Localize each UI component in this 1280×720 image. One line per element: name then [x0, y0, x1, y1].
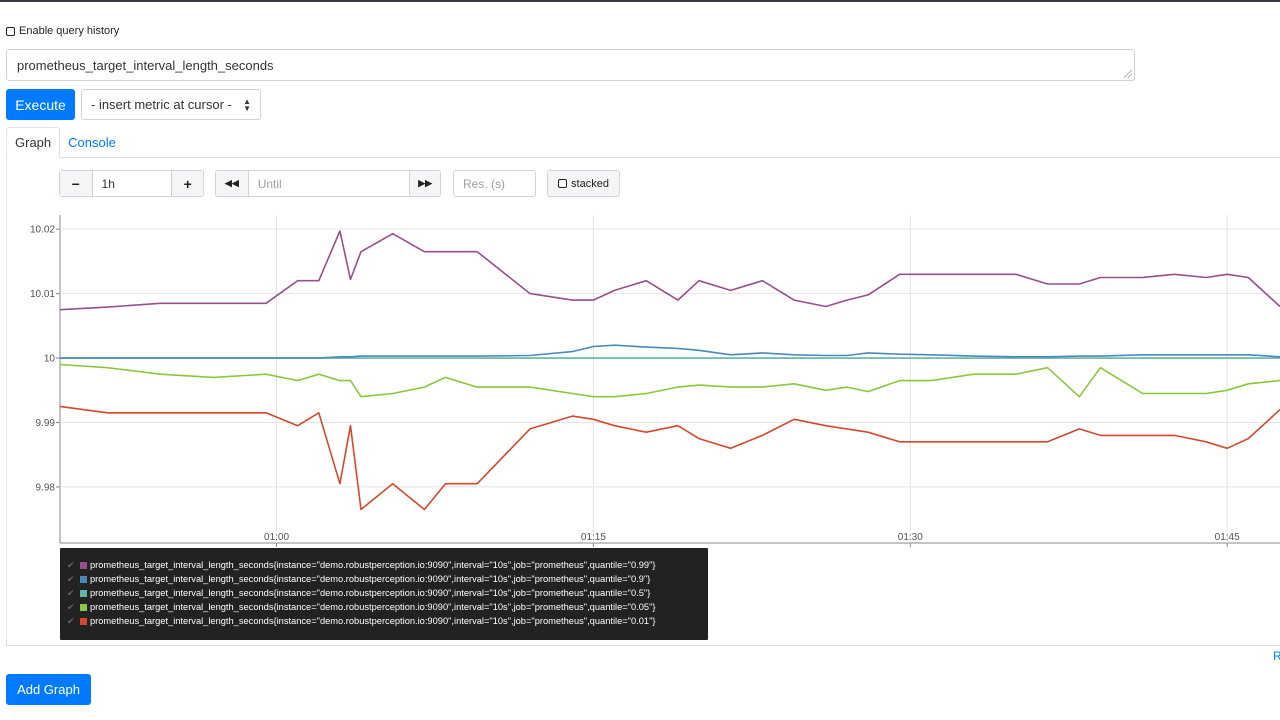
stacked-toggle-button[interactable]: stacked: [547, 170, 620, 197]
query-history-toggle[interactable]: Enable query history: [6, 25, 119, 37]
tab-graph[interactable]: Graph: [6, 127, 61, 158]
fast-forward-icon[interactable]: ▶▶: [409, 171, 440, 196]
line-chart: 9.98 9.99 10 10.01 10.02 01:00 01:15 01:30 01:4…: [30, 215, 1280, 547]
insert-metric-select[interactable]: - insert metric at cursor - ▲ ▼: [81, 89, 261, 120]
range-input[interactable]: 1h: [91, 171, 172, 196]
check-icon: ✔: [67, 573, 75, 584]
top-bar: [0, 0, 1280, 2]
remove-graph-link[interactable]: R: [1273, 649, 1280, 663]
range-input-group: − 1h +: [59, 170, 204, 197]
insert-metric-label: - insert metric at cursor -: [91, 97, 232, 112]
range-minus-button[interactable]: −: [60, 171, 92, 196]
series-line-0[interactable]: [59, 230, 1280, 311]
legend-label: prometheus_target_interval_length_second…: [90, 560, 656, 570]
legend-item-q001[interactable]: ✔ prometheus_target_interval_length_seco…: [60, 614, 708, 628]
x-tick-label: 01:00: [264, 532, 289, 543]
y-tick-label: 9.98: [36, 482, 56, 493]
legend-item-q09[interactable]: ✔ prometheus_target_interval_length_seco…: [60, 572, 708, 586]
legend-item-q099[interactable]: ✔ prometheus_target_interval_length_seco…: [60, 558, 708, 572]
legend-swatch: [80, 603, 87, 611]
check-icon: ✔: [67, 615, 75, 626]
legend-swatch: [80, 617, 87, 625]
query-history-label: Enable query history: [19, 25, 120, 37]
x-tick-label: 01:30: [898, 532, 923, 543]
legend-label: prometheus_target_interval_length_second…: [90, 588, 651, 598]
resolution-input[interactable]: Res. (s): [453, 170, 536, 197]
resolution-placeholder: Res. (s): [463, 176, 505, 191]
check-icon: ✔: [67, 559, 75, 570]
end-time-input-group: ◀◀ Until ▶▶: [215, 170, 441, 197]
legend-label: prometheus_target_interval_length_second…: [90, 574, 651, 584]
y-tick-label: 10: [44, 354, 56, 365]
legend-item-q005[interactable]: ✔ prometheus_target_interval_length_seco…: [60, 600, 708, 614]
chart-legend: ✔ prometheus_target_interval_length_seco…: [60, 548, 708, 640]
x-tick-label: 01:15: [581, 532, 606, 543]
query-history-checkbox[interactable]: [6, 26, 15, 36]
expression-value: prometheus_target_interval_length_second…: [17, 58, 274, 73]
check-icon: ✔: [67, 587, 75, 598]
stacked-label: stacked: [571, 177, 609, 190]
tab-console[interactable]: Console: [68, 135, 116, 150]
legend-label: prometheus_target_interval_length_second…: [90, 602, 656, 612]
add-graph-button[interactable]: Add Graph: [6, 674, 91, 705]
legend-swatch: [80, 561, 87, 569]
stacked-checkbox: [558, 179, 568, 188]
series-line-1[interactable]: [60, 344, 1280, 359]
legend-swatch: [80, 589, 87, 597]
series-line-3[interactable]: [59, 363, 1280, 398]
legend-swatch: [80, 575, 87, 583]
x-tick-label: 01:45: [1215, 532, 1240, 543]
resize-handle-icon[interactable]: [1124, 70, 1132, 78]
y-tick-label: 9.99: [36, 418, 56, 429]
panel-tabs: Graph Console: [6, 127, 124, 158]
series-line-4[interactable]: [59, 405, 1280, 511]
expression-input[interactable]: prometheus_target_interval_length_second…: [6, 49, 1135, 81]
rewind-icon[interactable]: ◀◀: [216, 171, 248, 196]
y-tick-label: 10.01: [30, 289, 55, 300]
legend-label: prometheus_target_interval_length_second…: [90, 616, 656, 626]
legend-item-q05[interactable]: ✔ prometheus_target_interval_length_seco…: [60, 586, 708, 600]
y-tick-label: 10.02: [30, 225, 55, 236]
until-input[interactable]: Until: [247, 171, 410, 196]
range-plus-button[interactable]: +: [171, 171, 203, 196]
select-arrows-icon: ▲ ▼: [243, 97, 251, 113]
check-icon: ✔: [67, 601, 75, 612]
execute-button[interactable]: Execute: [6, 89, 75, 120]
